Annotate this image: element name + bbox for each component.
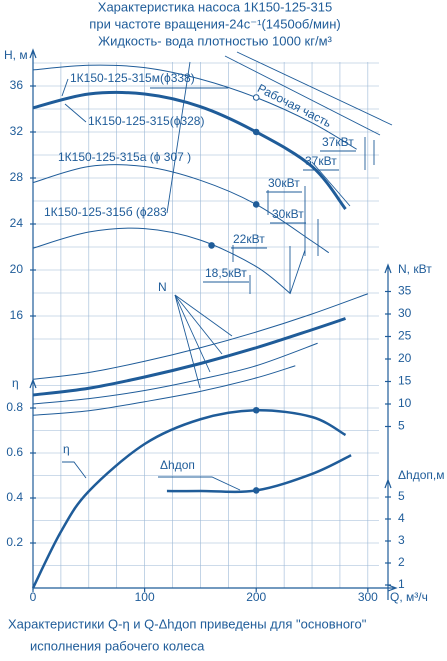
- y-tick-label: 30: [398, 306, 412, 320]
- y-tick-label: 28: [10, 170, 24, 184]
- y-tick-label: 0.6: [6, 445, 23, 459]
- y-tick-label: 3: [398, 533, 405, 547]
- curve-label: 1К150-125-315а (ϕ 307 ): [58, 150, 191, 164]
- curve: [32, 342, 318, 405]
- y-axis: [29, 48, 37, 590]
- y-tick-label: 0.8: [6, 400, 23, 414]
- curve-marker: [252, 94, 260, 101]
- y-tick-label: 35: [398, 284, 412, 298]
- y-tick-label: 1: [398, 577, 405, 591]
- right-axis: [384, 263, 392, 600]
- y-tick-label: 36: [10, 78, 24, 92]
- footer-line: исполнения рабочего колеса: [30, 638, 205, 653]
- y-tick-label: 0.2: [6, 535, 23, 549]
- curve: [31, 408, 347, 589]
- leader: [174, 294, 233, 337]
- x-tick-label: 300: [358, 590, 378, 604]
- leader: [64, 103, 87, 123]
- eta-axis-label: η: [12, 376, 19, 390]
- curve-marker: [252, 128, 260, 136]
- n-axis-label: N, кВт: [398, 262, 432, 276]
- y-tick-label: 2: [398, 555, 405, 569]
- leader: [158, 476, 241, 491]
- dh-axis-arrow: [384, 478, 392, 489]
- curve-label: 1К150-125-315б (ϕ283: [44, 205, 167, 219]
- curve-marker: [252, 201, 260, 208]
- eta-label: η: [63, 442, 70, 456]
- leader: [174, 294, 223, 355]
- power-label: 30кВт: [272, 207, 304, 221]
- power-label: 22кВт: [233, 232, 265, 246]
- y-tick-label: 5: [398, 489, 405, 503]
- work-zone-end: [232, 137, 375, 295]
- curve: [32, 90, 347, 210]
- curve: [32, 317, 346, 397]
- x-tick-label: 200: [246, 590, 266, 604]
- leader: [62, 461, 87, 479]
- leader: [174, 294, 211, 373]
- y-tick-label: 10: [398, 396, 412, 410]
- leader: [61, 78, 69, 97]
- work-zone-line: [224, 51, 393, 136]
- x-axis: [33, 584, 398, 592]
- curve-marker: [252, 406, 260, 414]
- x-axis-label: Q, м³/ч: [390, 590, 428, 604]
- n-label: N: [158, 280, 167, 294]
- eta-axis-arrow: [29, 378, 37, 389]
- leader: [166, 61, 191, 214]
- curve: [32, 227, 291, 294]
- y-tick-label: 0.4: [6, 490, 23, 504]
- y-tick-label: 5: [398, 419, 405, 433]
- x-tick-label: 100: [135, 590, 155, 604]
- title-line: Характеристика насоса 1К150-125-315: [98, 0, 332, 14]
- leader: [174, 294, 201, 389]
- curve-label: 1К150-125-315м(ϕ338): [70, 71, 195, 85]
- y-tick-label: 16: [10, 308, 24, 322]
- y-tick-label: 15: [398, 374, 412, 388]
- power-label: 37кВт: [305, 154, 337, 168]
- y-tick-label: 4: [398, 511, 405, 525]
- y-tick-label: 25: [398, 329, 412, 343]
- curve-marker: [208, 242, 215, 249]
- curve: [32, 365, 296, 416]
- h-axis-label: H, м: [4, 48, 28, 62]
- curve-label: 1К150-125-315(ϕ328): [88, 114, 204, 128]
- curve-marker: [252, 487, 260, 494]
- title-line: при частоте вращения-24с⁻¹(1450об/мин): [89, 16, 340, 31]
- power-label: 30кВт: [268, 176, 300, 190]
- curve: [32, 293, 369, 380]
- power-label: 18,5кВт: [205, 266, 247, 280]
- y-tick-label: 20: [10, 262, 24, 276]
- power-label: 37кВт: [322, 135, 354, 149]
- curve: [32, 64, 357, 150]
- curve: [32, 164, 330, 254]
- dh-label: Δhдоп: [160, 458, 195, 472]
- y-tick-label: 24: [10, 216, 24, 230]
- x-tick-label: 0: [30, 590, 37, 604]
- dh-axis-label: Δhдоп,м: [398, 468, 444, 482]
- title-line: Жидкость- вода плотностью 1000 кг/м³: [98, 33, 332, 48]
- y-tick-label: 32: [10, 124, 24, 138]
- y-tick-label: 20: [398, 351, 412, 365]
- footer-line: Характеристики Q-η и Q-Δhдоп приведены д…: [8, 616, 367, 631]
